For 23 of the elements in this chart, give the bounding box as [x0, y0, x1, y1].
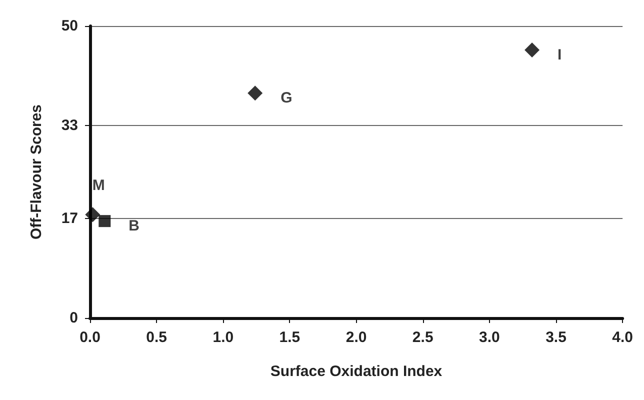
x-tick-label: 2.5 — [412, 329, 434, 346]
x-tick-label: 1.0 — [212, 329, 234, 346]
y-tick-label: 0 — [70, 310, 78, 326]
y-tick-label: 17 — [61, 210, 78, 228]
point — [98, 215, 111, 228]
x-tick-label: 1.5 — [279, 329, 300, 346]
x-tick-label: 2.0 — [346, 329, 367, 346]
x-tick-label: 3.0 — [479, 329, 500, 346]
data-label: I — [558, 46, 562, 64]
x-tick-label: 0.5 — [146, 329, 167, 346]
x-tick-label: 0.0 — [80, 329, 100, 346]
y-tick-label: 50 — [61, 18, 78, 34]
point — [85, 207, 100, 222]
data-label: M — [92, 177, 105, 194]
x-axis-title: Surface Oxidation Index — [270, 363, 443, 380]
y-axis-title: Off-Flavour Scores — [28, 104, 45, 240]
point — [248, 86, 263, 101]
y-tick-label: 33 — [61, 116, 78, 134]
data-label: B — [128, 218, 140, 235]
x-tick-label: 4.0 — [612, 329, 634, 346]
data-label: G — [280, 90, 292, 107]
point — [524, 42, 540, 58]
x-tick-label: 3.5 — [546, 329, 566, 346]
